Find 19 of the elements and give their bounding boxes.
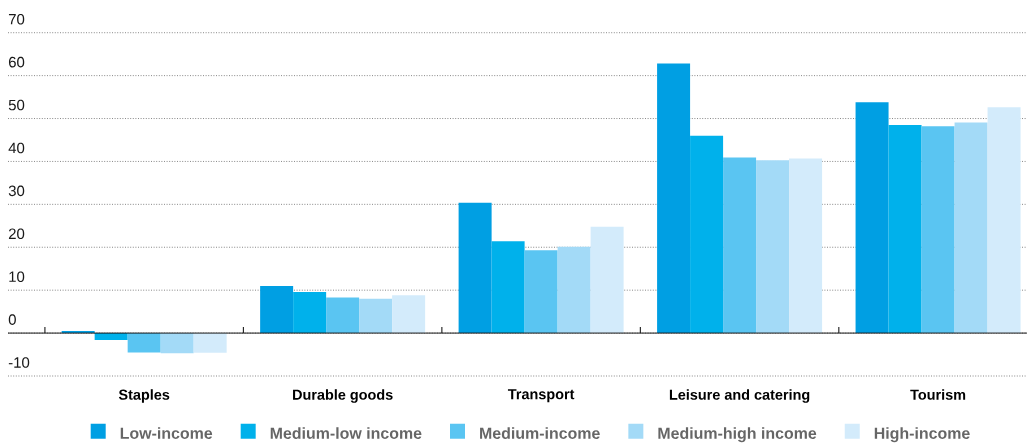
y-tick-label: 60 bbox=[8, 56, 25, 68]
y-tick-label: 30 bbox=[8, 185, 25, 197]
x-tick-label: Staples bbox=[118, 389, 170, 403]
x-tick-label: Tourism bbox=[910, 389, 966, 400]
x-tick-label: Durable goods bbox=[293, 389, 393, 403]
y-tick-label: -10 bbox=[8, 357, 30, 368]
y-tick-label: 10 bbox=[9, 271, 25, 282]
y-tick-label: 50 bbox=[8, 99, 25, 111]
y-tick-label: 0 bbox=[8, 314, 16, 325]
legend-label: Medium-low income bbox=[270, 427, 422, 439]
y-tick-label: 40 bbox=[8, 142, 25, 154]
legend-label: Medium-high income bbox=[658, 427, 817, 443]
y-tick-label: 70 bbox=[8, 13, 25, 25]
x-tick-label: Transport bbox=[507, 389, 575, 403]
y-tick-label: 20 bbox=[8, 228, 25, 240]
legend-label: Medium-income bbox=[480, 427, 600, 439]
legend-label: High-income bbox=[874, 427, 970, 443]
legend-label: Low-income bbox=[120, 427, 213, 439]
x-tick-label: Leisure and catering bbox=[669, 389, 810, 403]
